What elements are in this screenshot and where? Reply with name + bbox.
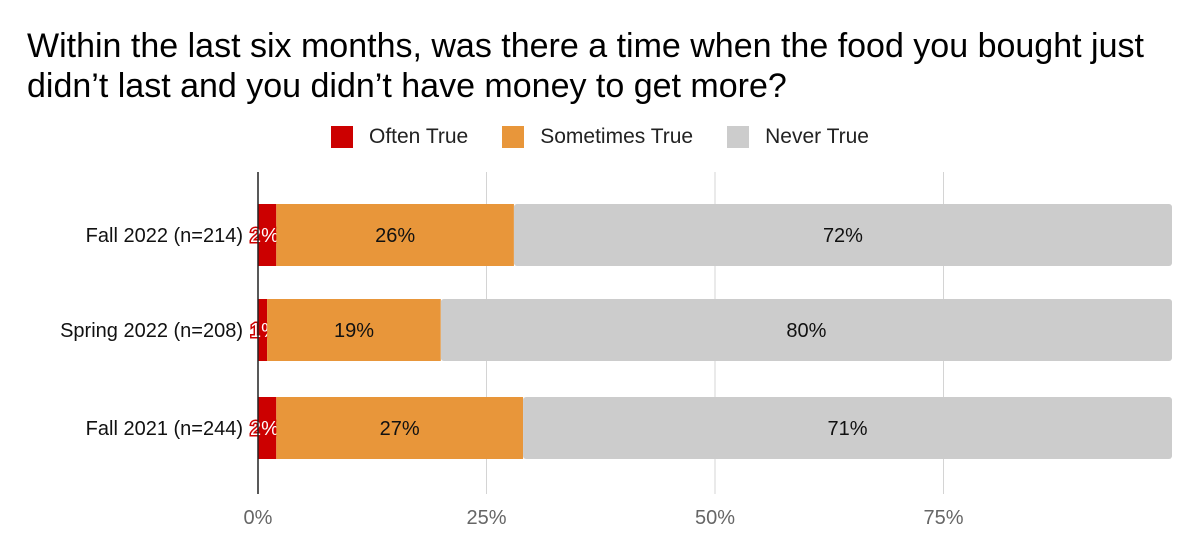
bar-segment <box>440 299 1172 361</box>
data-label: 2% <box>250 225 279 247</box>
category-label: Fall 2021 (n=244) <box>86 418 243 440</box>
legend-item-often-true: Often True <box>331 125 468 149</box>
category-label: Fall 2022 (n=214) <box>86 225 243 247</box>
bar-segment <box>276 397 524 459</box>
legend-swatch-sometimes-true <box>502 126 525 148</box>
category-label: Spring 2022 (n=208) <box>60 320 243 342</box>
bar-segment <box>258 397 277 459</box>
legend-label-never-true: Never True <box>765 125 869 148</box>
x-tick-label: 25% <box>466 507 506 529</box>
legend-swatch-often-true <box>331 126 353 148</box>
data-label: 19% <box>334 320 374 342</box>
data-label: 72% <box>823 225 863 247</box>
x-tick-label: 50% <box>695 507 735 529</box>
bar-segment <box>523 397 1172 459</box>
data-label: 26% <box>375 225 415 247</box>
legend-label-sometimes-true: Sometimes True <box>540 125 694 148</box>
x-tick-label: 0% <box>244 507 273 529</box>
bar-segment <box>513 204 1172 266</box>
chart-title: Within the last six months, was there a … <box>27 27 1144 105</box>
legend-item-never-true: Never True <box>727 125 869 149</box>
data-label: 80% <box>786 320 826 342</box>
bar-segment <box>258 299 268 361</box>
legend-swatch-never-true <box>727 126 750 148</box>
data-label: 27% <box>380 418 420 440</box>
bar-segment <box>276 204 514 266</box>
bar-segment <box>267 299 441 361</box>
legend-item-sometimes-true: Sometimes True <box>502 125 693 149</box>
bar-segment <box>258 204 277 266</box>
data-label: 71% <box>828 418 868 440</box>
legend-label-often-true: Often True <box>369 125 469 148</box>
x-tick-label: 75% <box>923 507 963 529</box>
legend: Often True Sometimes True Never True <box>0 125 1200 149</box>
data-label: 2% <box>250 418 279 440</box>
